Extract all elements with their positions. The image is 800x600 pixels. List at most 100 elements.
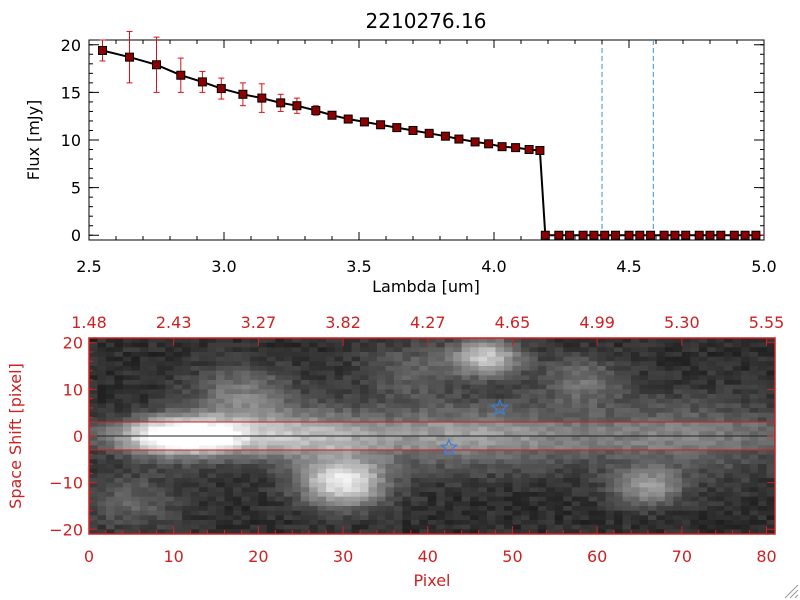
heatmap-cell [631,342,640,348]
heatmap-cell [122,384,132,390]
y-tick-label: 10 [61,131,81,150]
heatmap-cell [122,366,132,372]
heatmap-cell [105,422,115,428]
heatmap-cell [173,436,183,442]
heatmap-cell [190,520,200,526]
heatmap-cell [199,342,208,348]
heatmap-cell [334,468,344,474]
heatmap-cell [444,459,454,465]
heatmap-cell [326,389,336,395]
heatmap-cell [343,450,352,456]
heatmap-cell [664,342,674,348]
heatmap-cell [224,422,234,428]
heatmap-cell [368,440,378,446]
heatmap-cell [690,342,700,348]
heatmap-cell [207,459,217,465]
heatmap-cell [588,529,598,535]
heatmap-cell [292,394,302,400]
heatmap-cell [216,431,225,437]
heatmap-cell [681,487,691,493]
heatmap-cell [741,361,750,367]
heatmap-cell [715,380,725,386]
heatmap-cell [605,464,615,470]
heatmap-cell [173,501,183,507]
heatmap-cell [216,426,225,432]
heatmap-cell [724,496,734,502]
heatmap-cell [275,375,285,381]
heatmap-cell [503,524,513,530]
heatmap-cell [97,440,107,446]
heatmap-cell [283,361,293,367]
heatmap-cell [427,501,437,507]
heatmap-cell [89,529,98,535]
heatmap-cell [419,375,429,381]
heatmap-cell [631,524,640,530]
heatmap-cell [97,366,107,372]
heatmap-cell [165,338,175,344]
resize-grip-icon[interactable] [784,584,799,599]
heatmap-cell [105,459,115,465]
heatmap-cell [520,487,530,493]
heatmap-cell [512,426,522,432]
heatmap-cell [156,468,166,474]
heatmap-cell [241,478,251,484]
heatmap-cell [216,403,225,409]
heatmap-cell [503,454,513,460]
heatmap-cell [207,496,217,502]
heatmap-cell [105,426,115,432]
heatmap-cell [529,366,539,372]
heatmap-cell [419,515,429,521]
heatmap-cell [232,529,242,535]
heatmap-cell [529,352,539,358]
heatmap-cell [444,361,454,367]
heatmap-cell [520,464,530,470]
heatmap-cell [588,422,598,428]
heatmap-cell [487,464,496,470]
heatmap-cell [182,487,192,493]
heatmap-cell [207,398,217,404]
heatmap-cell [571,380,581,386]
heatmap-cell [444,389,454,395]
heatmap-cell [453,361,463,367]
wavelength-tick-label: 1.48 [71,313,107,332]
heatmap-cell [410,515,420,521]
heatmap-cell [698,361,708,367]
heatmap-cell [410,496,420,502]
heatmap-cell [537,487,547,493]
heatmap-cell [122,487,132,493]
heatmap-cell [241,412,251,418]
heatmap-cell [241,496,251,502]
heatmap-cell [605,380,615,386]
heatmap-cell [326,361,336,367]
heatmap-cell [656,422,666,428]
heatmap-cell [478,394,488,400]
heatmap-cell [292,436,302,442]
heatmap-cell [487,380,496,386]
heatmap-cell [707,338,717,344]
heatmap-cell [597,464,607,470]
heatmap-cell [664,440,674,446]
heatmap-cell [241,482,251,488]
heatmap-cell [588,468,598,474]
heatmap-cell [105,520,115,526]
heatmap-cell [597,422,607,428]
heatmap-cell [444,506,454,512]
heatmap-cell [351,510,361,516]
heatmap-cell [131,412,141,418]
heatmap-cell [724,370,734,376]
heatmap-cell [343,426,352,432]
heatmap-cell [512,450,522,456]
heatmap-cell [190,356,200,362]
heatmap-cell [546,408,556,414]
extraction-lines [89,421,775,451]
heatmap-cell [410,356,420,362]
heatmap-cell [97,515,107,521]
heatmap-cell [224,375,234,381]
heatmap-cell [139,510,149,516]
heatmap-cell [605,389,615,395]
heatmap-cell [715,464,725,470]
heatmap-cell [216,347,225,353]
heatmap-cell [258,347,268,353]
heatmap-cell [334,450,344,456]
heatmap-cell [656,520,666,526]
